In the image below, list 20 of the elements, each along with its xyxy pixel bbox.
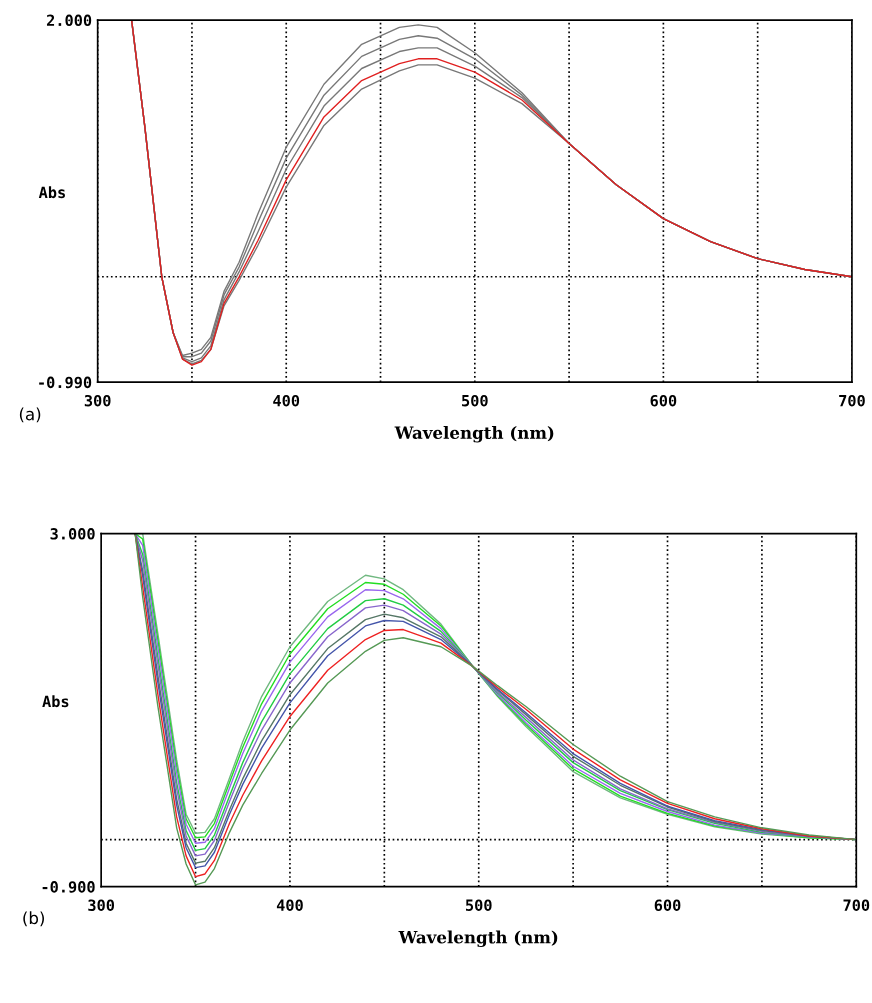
x-tick-label: 500 (466, 899, 492, 911)
x-tick-label: 300 (84, 394, 111, 407)
x-tick-label: 700 (839, 394, 865, 407)
y-tick-label: -0.990 (39, 376, 92, 389)
x-tick-label: 600 (654, 899, 681, 911)
y-axis-title: Abs (38, 186, 65, 199)
x-tick-label: 700 (843, 899, 870, 911)
text: (a) (19, 407, 41, 423)
y-tick-label: 3.000 (50, 528, 95, 540)
text: (b) (23, 911, 45, 927)
x-tick-label: 400 (273, 394, 300, 407)
x-axis-title: Wavelength (nm) (398, 930, 558, 947)
x-tick-label: 300 (88, 899, 115, 911)
x-tick-label: 500 (462, 394, 488, 407)
y-tick-label: -0.900 (42, 881, 95, 893)
x-tick-label: 600 (650, 394, 677, 407)
y-axis-title: Abs (42, 695, 69, 708)
y-tick-label: 2.000 (46, 14, 92, 27)
x-axis-title: Wavelength (nm) (394, 426, 554, 443)
x-tick-label: 400 (276, 899, 303, 911)
